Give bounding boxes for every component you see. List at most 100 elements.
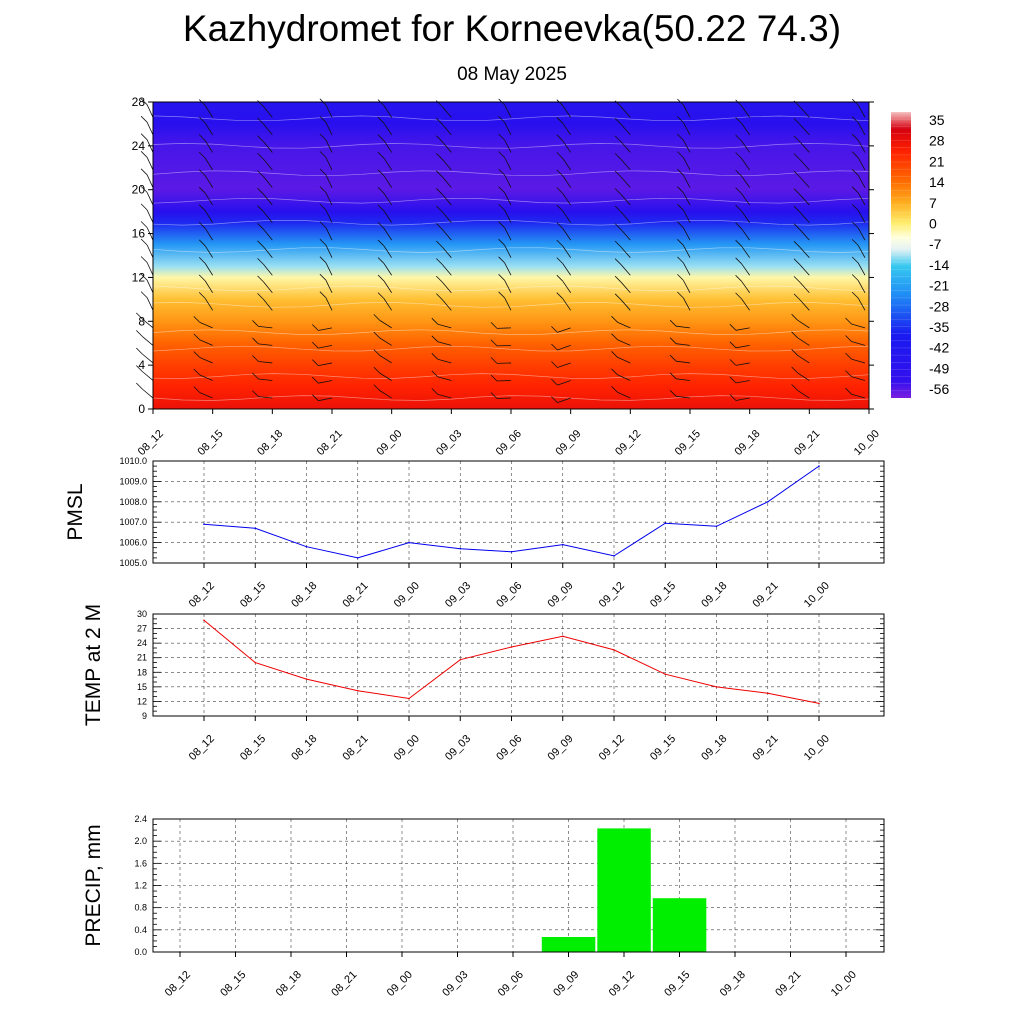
precip-bar <box>597 828 651 952</box>
colorbar-label: -21 <box>929 278 949 294</box>
y-tick-label: 1010.0 <box>119 456 147 466</box>
wind-barb-staff <box>263 211 273 223</box>
contour-line <box>152 302 870 308</box>
wind-barb-feather <box>140 168 148 176</box>
wind-barb-staff <box>741 105 750 118</box>
data-point <box>408 697 410 700</box>
wind-barb-feather <box>735 239 742 247</box>
wind-barb-staff <box>799 124 810 136</box>
wind-barb-staff <box>683 227 691 241</box>
wind-barb-feather <box>677 239 684 246</box>
wind-barb-staff <box>620 229 631 241</box>
wind-barb-staff <box>199 322 213 329</box>
wind-barb-feather <box>793 188 801 195</box>
wind-barb-feather <box>198 116 206 124</box>
wind-barb-staff <box>204 105 214 118</box>
wind-barb-feather <box>198 292 206 299</box>
x-tick-label: 09_03 <box>443 580 473 610</box>
x-tick-label: 09_06 <box>494 428 524 458</box>
wind-barb-feather <box>793 223 801 230</box>
wind-barb-staff <box>683 175 691 188</box>
wind-barb-feather <box>735 187 742 194</box>
wind-barb-staff <box>741 158 750 171</box>
data-point <box>510 551 513 553</box>
data-point <box>357 689 359 692</box>
wind-barb-feather <box>377 222 385 229</box>
wind-barb-staff <box>557 345 571 351</box>
data-point <box>613 649 615 651</box>
y-tick-label: 15 <box>137 682 147 692</box>
wind-barb-staff <box>799 299 810 311</box>
wind-barb-staff <box>799 176 810 188</box>
wind-barb-feather <box>614 293 622 301</box>
wind-barb-feather <box>793 276 801 283</box>
wind-barb-staff <box>142 336 154 346</box>
wind-barb-feather <box>319 203 327 211</box>
wind-barb-feather <box>614 275 622 283</box>
wind-barb-feather <box>436 240 443 248</box>
wind-barb-feather <box>677 221 684 229</box>
wind-barb-feather <box>735 152 742 159</box>
wind-barb-staff <box>258 343 273 346</box>
wind-barb-staff <box>676 325 691 329</box>
data-point <box>305 678 308 680</box>
wind-barb-feather <box>431 388 439 395</box>
wind-barb-feather <box>377 204 385 212</box>
colorbar-ramp <box>891 112 911 398</box>
wind-barb-feather <box>431 335 439 343</box>
wind-barb-feather <box>851 274 859 281</box>
wind-barb-feather <box>556 152 564 159</box>
wind-barb-feather <box>319 133 327 141</box>
wind-barb-staff <box>263 176 273 188</box>
wind-barb-feather <box>498 238 505 246</box>
wind-barb-staff <box>504 139 512 153</box>
wind-barb-staff <box>199 374 213 381</box>
wind-barb-feather <box>312 359 319 366</box>
wind-barb-staff <box>383 263 393 276</box>
wind-barb-feather <box>845 335 852 342</box>
wind-barb-staff <box>204 140 214 153</box>
wind-barb-staff <box>683 104 691 118</box>
wind-barb-staff <box>146 157 154 171</box>
wind-barb-feather <box>735 99 742 107</box>
wind-barb-staff <box>263 299 273 311</box>
x-tick-label: 09_00 <box>392 733 422 763</box>
wind-barb-staff <box>683 157 691 171</box>
wind-barb-feather <box>793 118 801 125</box>
wind-barb-feather <box>556 117 564 124</box>
wind-barb-staff <box>263 264 273 276</box>
wind-barb-staff <box>797 390 810 399</box>
wind-barb-staff <box>741 298 750 311</box>
colorbar-label: -56 <box>929 381 949 397</box>
data-point <box>459 547 462 550</box>
wind-barb-staff <box>146 104 154 118</box>
wind-barb-staff <box>441 106 452 118</box>
wind-barb-feather <box>136 330 143 337</box>
wind-barb-staff <box>204 298 214 311</box>
data-point <box>203 523 205 525</box>
y-tick-label: 1009.0 <box>119 476 147 486</box>
heatmap-field <box>153 102 869 409</box>
wind-barb-feather <box>312 324 319 331</box>
wind-barb-staff <box>504 280 512 293</box>
wind-barb-feather <box>140 115 148 123</box>
wind-barb-feather <box>319 116 327 123</box>
wind-barb-feather <box>498 256 505 264</box>
data-point <box>613 555 615 557</box>
wind-barb-feather <box>614 240 622 248</box>
wind-barb-staff <box>857 157 866 171</box>
wind-barb-staff <box>437 358 452 364</box>
wind-barb-feather <box>436 293 443 300</box>
wind-barb-staff <box>263 281 273 294</box>
wind-barb-staff <box>379 372 392 381</box>
wind-barb-feather <box>377 239 385 247</box>
wind-barb-staff <box>142 388 154 399</box>
data-point <box>664 522 667 524</box>
wind-barb-staff <box>379 355 392 364</box>
wind-barb-feather <box>851 291 859 299</box>
wind-barb-feather <box>140 291 148 298</box>
data-point <box>357 557 359 559</box>
y-tick-label: 0.8 <box>134 903 147 913</box>
wind-barb-feather <box>793 258 801 266</box>
wind-barb-feather <box>614 223 622 230</box>
